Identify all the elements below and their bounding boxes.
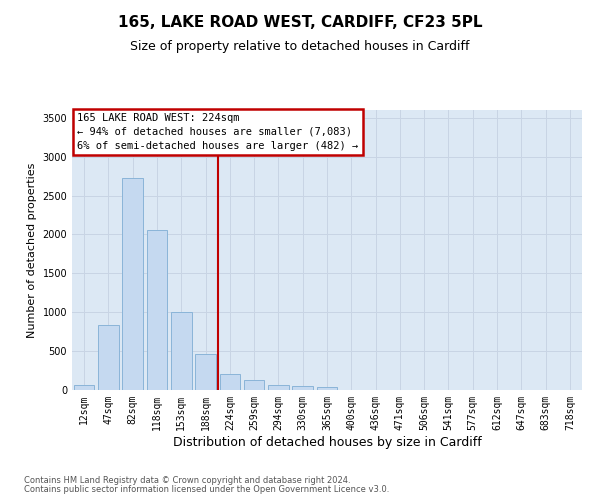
Bar [74, 386, 94, 390]
Text: Contains HM Land Registry data © Crown copyright and database right 2024.: Contains HM Land Registry data © Crown c… [24, 476, 350, 485]
Bar [122, 178, 143, 390]
Y-axis label: Number of detached properties: Number of detached properties [27, 162, 37, 338]
Text: 165, LAKE ROAD WEST, CARDIFF, CF23 5PL: 165, LAKE ROAD WEST, CARDIFF, CF23 5PL [118, 15, 482, 30]
Bar [244, 380, 265, 390]
Bar [146, 230, 167, 390]
X-axis label: Distribution of detached houses by size in Cardiff: Distribution of detached houses by size … [173, 436, 481, 448]
Text: Size of property relative to detached houses in Cardiff: Size of property relative to detached ho… [130, 40, 470, 53]
Bar [268, 384, 289, 390]
Text: 165 LAKE ROAD WEST: 224sqm
← 94% of detached houses are smaller (7,083)
6% of se: 165 LAKE ROAD WEST: 224sqm ← 94% of deta… [77, 113, 358, 151]
Bar [195, 354, 216, 390]
Bar [98, 324, 119, 390]
Text: Contains public sector information licensed under the Open Government Licence v3: Contains public sector information licen… [24, 484, 389, 494]
Bar [292, 386, 313, 390]
Bar [171, 312, 191, 390]
Bar [317, 387, 337, 390]
Bar [220, 374, 240, 390]
